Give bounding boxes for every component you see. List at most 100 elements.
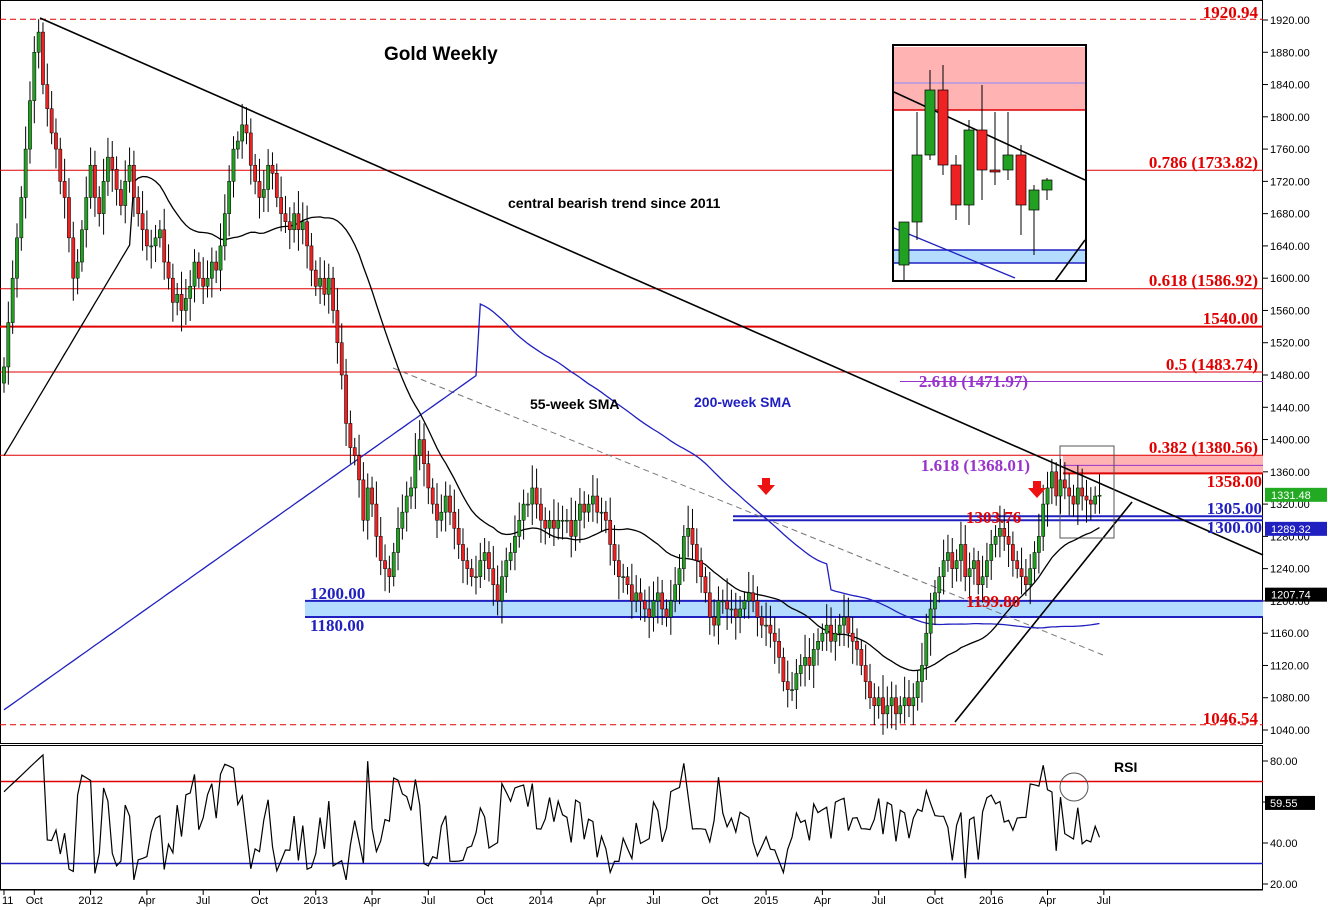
level-label-13: 1046.54 bbox=[1203, 709, 1259, 728]
candle bbox=[1084, 479, 1089, 523]
candle bbox=[504, 547, 509, 593]
candle bbox=[872, 683, 877, 726]
candle bbox=[816, 628, 820, 666]
candle-body bbox=[127, 164, 132, 182]
candle-body bbox=[881, 697, 885, 715]
candle-body bbox=[972, 560, 976, 569]
inset-candle bbox=[898, 221, 910, 280]
candle bbox=[465, 547, 470, 585]
candle bbox=[279, 176, 283, 232]
candle bbox=[101, 158, 106, 235]
candle bbox=[946, 534, 950, 572]
time-tick-label: Apr bbox=[589, 895, 606, 907]
candle-body bbox=[720, 600, 725, 603]
candle bbox=[19, 186, 24, 251]
candle bbox=[591, 475, 595, 522]
candle-body bbox=[634, 592, 639, 602]
candle bbox=[716, 586, 721, 645]
candle-body bbox=[1037, 536, 1041, 553]
candle-body bbox=[365, 487, 370, 521]
candle-body bbox=[946, 552, 950, 561]
sma200-label: 200-week SMA bbox=[694, 394, 791, 410]
candle-body bbox=[794, 673, 799, 690]
candle bbox=[495, 565, 500, 616]
candle-body bbox=[452, 511, 457, 529]
inset-candle bbox=[950, 155, 962, 220]
candle-body bbox=[539, 503, 543, 521]
candle bbox=[972, 547, 976, 585]
candle-body bbox=[1006, 536, 1011, 545]
price-axis: 1040.001080.001120.001160.001200.001240.… bbox=[1263, 15, 1310, 737]
level-label-12: 1180.00 bbox=[310, 616, 364, 635]
candle-body bbox=[1028, 568, 1033, 586]
candle-body bbox=[335, 310, 340, 343]
candle bbox=[140, 191, 145, 251]
candle bbox=[859, 639, 864, 676]
candle bbox=[725, 578, 729, 630]
candle bbox=[487, 541, 491, 582]
candle-body bbox=[1063, 479, 1067, 489]
level-label-4: 0.5 (1483.74) bbox=[1166, 355, 1258, 374]
candle-body bbox=[729, 608, 734, 611]
trend-label: central bearish trend since 2011 bbox=[508, 195, 721, 211]
candle bbox=[803, 634, 807, 687]
time-tick-label: 2013 bbox=[304, 895, 328, 907]
candle bbox=[10, 260, 15, 334]
candle bbox=[175, 283, 180, 316]
price-tick-label: 1520.00 bbox=[1270, 338, 1310, 350]
candle-body bbox=[1075, 487, 1080, 505]
candle bbox=[829, 607, 833, 653]
inset-candle-body bbox=[989, 169, 1001, 173]
candle-body bbox=[565, 519, 569, 522]
candle-body bbox=[976, 560, 981, 586]
candle bbox=[270, 152, 275, 190]
candles bbox=[2, 19, 1102, 735]
candle bbox=[647, 586, 652, 639]
candle bbox=[777, 628, 781, 674]
candle bbox=[158, 220, 162, 248]
candle bbox=[950, 537, 955, 588]
candle bbox=[998, 505, 1002, 558]
candle bbox=[677, 554, 682, 605]
candle-body bbox=[816, 641, 820, 650]
candle-body bbox=[45, 84, 50, 110]
candle bbox=[54, 118, 58, 169]
candle-body bbox=[660, 592, 665, 610]
candle bbox=[604, 500, 608, 534]
candle bbox=[474, 555, 478, 595]
candle-body bbox=[426, 463, 431, 489]
candle-body bbox=[140, 213, 145, 231]
low-label-2: 1199.80 bbox=[966, 592, 1020, 611]
candle bbox=[335, 287, 340, 364]
candle-body bbox=[461, 544, 465, 561]
candle bbox=[1002, 508, 1007, 551]
price-tick-label: 1760.00 bbox=[1270, 144, 1310, 156]
candle-body bbox=[790, 689, 794, 691]
candle bbox=[1041, 484, 1046, 551]
candle bbox=[902, 676, 907, 724]
candle-body bbox=[508, 552, 513, 561]
candle-body bbox=[907, 697, 911, 707]
candle-body bbox=[772, 632, 777, 642]
candle-body bbox=[807, 657, 812, 666]
candle-body bbox=[746, 592, 751, 602]
candle bbox=[560, 505, 565, 540]
inset-candle bbox=[911, 112, 923, 240]
resistance-zone-1358-1380 bbox=[1063, 455, 1263, 474]
candle bbox=[283, 195, 288, 233]
candle bbox=[1063, 462, 1067, 500]
candle-body bbox=[448, 495, 452, 513]
candle bbox=[1075, 465, 1080, 526]
candle-body bbox=[201, 277, 206, 287]
candle bbox=[621, 563, 626, 593]
time-tick-label: Oct bbox=[476, 895, 493, 907]
candle bbox=[15, 223, 19, 298]
candle bbox=[313, 260, 318, 296]
candle-body bbox=[482, 552, 487, 561]
level-label-8: 1358.00 bbox=[1207, 472, 1262, 491]
down-arrows bbox=[757, 478, 1046, 498]
candle-body bbox=[1045, 487, 1050, 505]
candle bbox=[712, 599, 716, 637]
candle bbox=[651, 581, 656, 632]
inset-blue-zone bbox=[894, 250, 1085, 263]
